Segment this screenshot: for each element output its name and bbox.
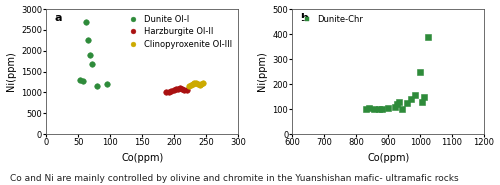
X-axis label: Co(ppm): Co(ppm) <box>121 153 164 163</box>
Point <box>420 95 428 98</box>
Point <box>370 107 378 110</box>
Point <box>170 88 178 91</box>
Point <box>76 78 84 81</box>
Text: a: a <box>54 13 62 23</box>
Point <box>192 81 200 84</box>
Point <box>378 108 386 111</box>
Point <box>396 100 404 103</box>
Point <box>374 108 382 111</box>
Point <box>84 39 92 42</box>
Legend: Dunite-Chr: Dunite-Chr <box>296 13 365 26</box>
Point <box>165 90 173 93</box>
Point <box>194 83 202 85</box>
Point <box>176 87 184 90</box>
Point <box>190 82 198 85</box>
Point <box>168 89 175 92</box>
Y-axis label: Ni(ppm): Ni(ppm) <box>6 52 16 91</box>
Point <box>80 79 88 82</box>
Point <box>199 82 207 85</box>
Point <box>189 83 197 85</box>
Point <box>362 108 370 111</box>
Point <box>186 85 194 88</box>
Point <box>188 83 196 86</box>
Point <box>86 53 94 56</box>
Point <box>180 88 188 91</box>
Point <box>174 87 182 90</box>
Text: b: b <box>300 13 308 23</box>
Point <box>418 100 426 103</box>
Point <box>424 35 432 38</box>
Point <box>196 83 203 86</box>
Point <box>82 21 90 24</box>
Point <box>416 70 424 73</box>
Point <box>398 108 406 111</box>
Point <box>407 98 415 101</box>
Text: Co and Ni are mainly controlled by olivine and chromite in the Yuanshishan mafic: Co and Ni are mainly controlled by olivi… <box>10 174 458 183</box>
Point <box>365 107 373 110</box>
Point <box>183 89 191 92</box>
Legend: Dunite Ol-I, Harzburgite Ol-II, Clinopyroxenite Ol-III: Dunite Ol-I, Harzburgite Ol-II, Clinopyr… <box>123 13 234 50</box>
Point <box>178 88 186 90</box>
Point <box>390 105 398 108</box>
X-axis label: Co(ppm): Co(ppm) <box>367 153 410 163</box>
Y-axis label: Ni(ppm): Ni(ppm) <box>257 52 267 91</box>
Point <box>197 83 205 85</box>
Point <box>393 103 401 106</box>
Point <box>172 88 180 90</box>
Point <box>384 106 392 109</box>
Point <box>94 85 102 88</box>
Point <box>103 83 111 85</box>
Point <box>410 94 418 97</box>
Point <box>404 101 411 104</box>
Point <box>162 91 170 94</box>
Point <box>88 63 96 65</box>
